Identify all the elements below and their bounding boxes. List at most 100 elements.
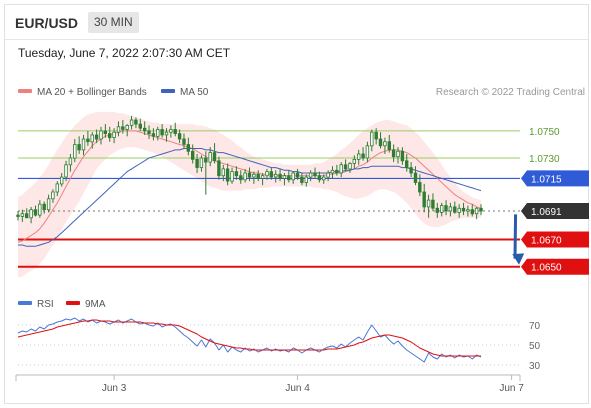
- candle-body: [151, 133, 156, 137]
- candle-body: [108, 133, 112, 139]
- candle-body: [474, 207, 479, 215]
- candle: [361, 147, 365, 161]
- candle-body: [400, 150, 405, 162]
- candle-body: [418, 182, 422, 193]
- candle-body: [103, 130, 107, 135]
- candle-body: [330, 169, 335, 174]
- candle-body: [466, 209, 470, 212]
- candle-body: [121, 126, 125, 130]
- candle: [68, 153, 73, 172]
- candle: [55, 181, 59, 197]
- candle-body: [234, 171, 239, 177]
- candle: [370, 129, 374, 152]
- candle-body: [422, 191, 426, 208]
- candle-body: [470, 209, 474, 215]
- candle-body: [409, 167, 413, 174]
- candle-body: [46, 198, 51, 211]
- candle: [99, 126, 103, 145]
- candle: [265, 168, 269, 180]
- candle-body: [348, 163, 352, 170]
- legend-label-rsi: RSI: [37, 299, 54, 310]
- candle-body: [431, 199, 435, 209]
- candle-body: [461, 207, 466, 212]
- candle-body: [439, 205, 444, 213]
- candle-body: [243, 172, 247, 181]
- candle: [304, 174, 308, 187]
- level-lines: [18, 130, 520, 268]
- projection-arrow-shaft: [513, 214, 518, 259]
- candle-body: [247, 172, 252, 178]
- candle-body: [383, 141, 387, 147]
- candle: [343, 159, 348, 172]
- candle-body: [125, 125, 129, 130]
- candle: [156, 126, 160, 141]
- candle-body: [356, 153, 361, 160]
- candle: [177, 129, 182, 144]
- candle-body: [116, 126, 121, 133]
- candle: [321, 174, 326, 184]
- candle: [278, 168, 282, 182]
- candle-body: [343, 164, 348, 170]
- candle-body: [195, 158, 199, 168]
- candle-body: [217, 160, 221, 177]
- candle: [426, 194, 431, 218]
- rsi-legend: RSI 9MA: [18, 299, 106, 310]
- candle: [234, 166, 239, 180]
- candle: [24, 208, 29, 219]
- candle-body: [33, 209, 38, 216]
- candle: [239, 170, 243, 184]
- candle: [77, 136, 81, 154]
- rsi-tick-50: 50: [529, 341, 541, 352]
- candle: [182, 133, 186, 149]
- candle: [374, 128, 378, 145]
- candle: [86, 130, 90, 146]
- candle-body: [77, 144, 81, 151]
- candle: [51, 189, 55, 203]
- candle-body: [339, 164, 343, 174]
- candle: [313, 167, 317, 179]
- time-tick-label: Jun 3: [102, 383, 127, 394]
- candle-body: [374, 131, 378, 140]
- candle-body: [426, 199, 431, 208]
- candle: [404, 153, 409, 172]
- projection-arrow-head: [512, 253, 525, 265]
- candle-body: [387, 141, 391, 151]
- candle: [335, 164, 339, 176]
- candle-body: [326, 172, 330, 178]
- candle-body: [295, 172, 300, 178]
- candle-body: [38, 203, 42, 216]
- candle-body: [304, 176, 308, 183]
- candle: [33, 205, 38, 217]
- time-tick-label: Jun 7: [499, 383, 524, 394]
- time-axis: Jun 3 Jun 4 Jun 7: [15, 374, 524, 394]
- level-tag-1.0650: [521, 258, 589, 275]
- candle: [418, 174, 422, 197]
- chart-widget: EUR/USD 30 MIN Tuesday, June 7, 2022 2:0…: [4, 4, 589, 404]
- candle: [125, 124, 129, 137]
- candle-body: [260, 175, 265, 179]
- candle: [217, 156, 221, 180]
- candle: [73, 139, 77, 163]
- candle: [300, 172, 304, 186]
- candle: [204, 151, 208, 195]
- candle-body: [313, 172, 317, 177]
- candle-body: [20, 213, 25, 217]
- candle-body: [68, 157, 73, 166]
- legend-label-ma20: MA 20 + Bollinger Bands: [37, 87, 147, 98]
- candle-body: [24, 213, 29, 219]
- candle-body: [190, 150, 195, 160]
- credit-text: Research © 2022 Trading Central: [436, 87, 585, 98]
- candle: [352, 155, 356, 169]
- rsi-tick-70: 70: [529, 321, 541, 332]
- interval-button[interactable]: 30 MIN: [88, 12, 139, 33]
- candle: [439, 202, 444, 217]
- candle-body: [208, 152, 212, 163]
- chart-header: EUR/USD 30 MIN: [5, 5, 588, 40]
- candle: [212, 143, 217, 164]
- rsi-ma-line: [17, 319, 481, 357]
- candle: [173, 122, 177, 137]
- candle: [134, 117, 138, 129]
- candle-body: [73, 144, 77, 159]
- candle-body: [287, 175, 291, 181]
- rsi-line: [17, 317, 482, 363]
